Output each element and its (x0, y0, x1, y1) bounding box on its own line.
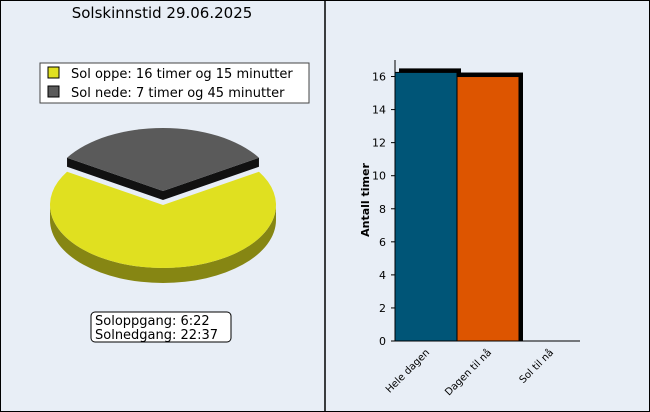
sun-times-box: Soloppgang: 6:22 Solnedgang: 22:37 (90, 311, 232, 343)
sunset-text: Solnedgang: 22:37 (95, 328, 218, 343)
y-tick-label: 16 (372, 71, 386, 84)
y-tick-label: 14 (372, 104, 386, 117)
y-axis-label: Antall timer (359, 163, 372, 237)
bar-hele-dagen (394, 71, 458, 342)
y-tick-label: 10 (372, 170, 386, 183)
legend-box (39, 62, 310, 104)
sun-times-frame (90, 311, 232, 343)
y-tick-label: 6 (379, 236, 386, 249)
bar-dagen-til-nå (456, 76, 520, 342)
pie-slice-sun-up-side (50, 205, 276, 283)
sunrise-text: Soloppgang: 6:22 (95, 314, 210, 329)
y-tick-label: 4 (379, 269, 386, 282)
y-tick-label: 2 (379, 302, 386, 315)
legend-label-sun-down: Sol nede: 7 timer og 45 minutter (71, 86, 285, 101)
legend-swatch-sun-down (47, 85, 60, 98)
pie-slice-sun-up (50, 171, 276, 268)
legend-label-sun-up: Sol oppe: 16 timer og 15 minutter (71, 67, 293, 82)
pie-slice-sun-down (67, 127, 259, 191)
pie-chart (50, 127, 276, 283)
legend-swatch-sun-up (47, 66, 60, 79)
y-tick-label: 12 (372, 137, 386, 150)
pie-legend: Sol oppe: 16 timer og 15 minutter Sol ne… (39, 62, 310, 104)
y-tick-label: 8 (379, 203, 386, 216)
pie-slice-sun-down-side (67, 157, 259, 200)
y-tick-label: 0 (379, 335, 386, 348)
chart-title: Solskinnstid 29.06.2025 (72, 4, 253, 22)
